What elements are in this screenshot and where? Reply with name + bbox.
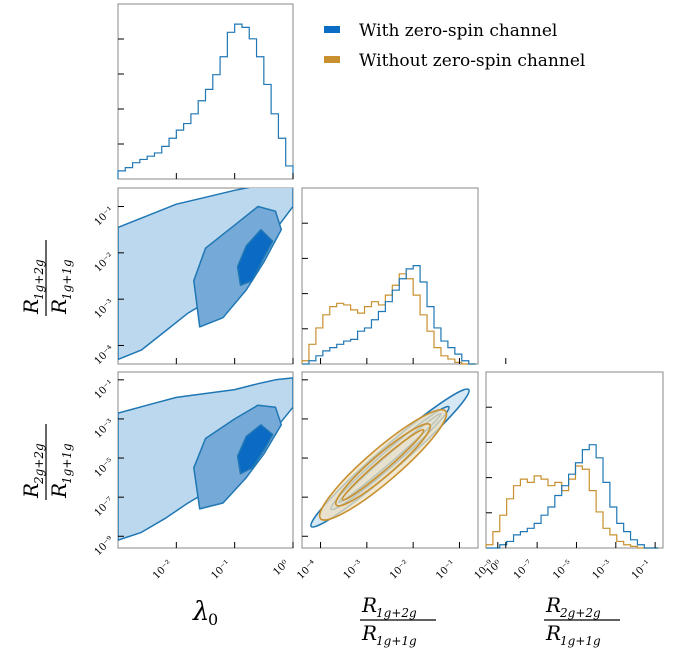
- ytick-label-R_1g2g: 10⁻¹: [93, 205, 116, 228]
- legend: With zero-spin channel Without zero-spin…: [324, 21, 585, 71]
- ytick-label-R_1g2g: 10⁻⁴: [93, 344, 116, 367]
- panel-r2g2g-hist: [485, 371, 664, 549]
- xlabel-r1g2g-den-sub: 1g+1g: [376, 634, 417, 648]
- xtick-label-lambda0: 10⁻¹: [209, 558, 232, 581]
- ylabel-r2g2g: R 2g+2g R 1g+1g: [19, 424, 74, 500]
- legend-label-without: Without zero-spin channel: [359, 51, 585, 71]
- ylabel-r1g2g-den-sub: 1g+1g: [60, 259, 74, 300]
- contour-inner: [236, 228, 274, 287]
- contour-inner: [236, 424, 274, 475]
- ellipse-without_zero_spin-1: [334, 423, 432, 507]
- xlabel-lambda0: λ 0: [192, 597, 218, 629]
- panel-r1g2g-hist: [301, 187, 479, 365]
- xlabel-lambda0-main: λ: [192, 597, 209, 627]
- xtick-label-lambda0: 10⁻²: [151, 558, 174, 581]
- xtick-label-R_1g2g: 10⁻³: [342, 558, 365, 581]
- ytick-label-R_1g2g: 10⁻²: [93, 251, 116, 274]
- contours-R_1g2g-R_2g2g: [310, 388, 470, 528]
- xtick-label-R_2g2g: 10⁻⁷: [512, 558, 535, 581]
- histogram-lambda0-with_zero_spin: [117, 23, 294, 179]
- histogram-R_2g2g-with_zero_spin: [486, 444, 659, 549]
- xlabel-r1g2g: R 1g+2g R 1g+1g: [360, 593, 436, 648]
- ylabel-r2g2g-den-sub: 1g+1g: [60, 443, 74, 484]
- xtick-label-R_1g2g: 10⁻¹: [434, 558, 457, 581]
- ellipse-without_zero_spin-0: [318, 408, 448, 521]
- ytick-label-R_2g2g: 10⁻⁷: [93, 495, 116, 518]
- xtick-label-R_2g2g: 10⁻¹: [630, 558, 653, 581]
- contours-lambda0-R_1g2g: [118, 188, 293, 361]
- histogram-R_1g2g-without_zero_spin: [301, 273, 476, 365]
- ylabel-r1g2g-den: R: [47, 299, 71, 315]
- histogram-R_2g2g-without_zero_spin: [485, 465, 659, 549]
- ytick-label-R_1g2g: 10⁻³: [93, 298, 116, 321]
- xlabel-r2g2g-num: R: [545, 593, 561, 617]
- histogram-R_1g2g-with_zero_spin: [302, 265, 476, 365]
- ytick-label-R_2g2g: 10⁻⁵: [93, 456, 116, 479]
- histogram-layer: [117, 23, 659, 549]
- xlabel-r2g2g-den: R: [545, 621, 561, 645]
- xtick-label-lambda0: 10⁰: [272, 558, 292, 578]
- ytick-label-R_2g2g: 10⁻¹: [93, 378, 116, 401]
- xlabel-r2g2g-num-sub: 2g+2g: [559, 606, 601, 620]
- ylabel-r1g2g-num: R: [19, 299, 43, 315]
- ylabel-r1g2g: R 1g+2g R 1g+1g: [19, 240, 74, 316]
- contour-layer: [118, 188, 470, 541]
- xlabel-r2g2g-den-sub: 1g+1g: [560, 634, 601, 648]
- legend-swatch-without: [324, 56, 340, 63]
- ylabel-r1g2g-num-sub: 1g+2g: [32, 259, 46, 300]
- contours-lambda0-R_2g2g: [118, 377, 293, 541]
- legend-label-with: With zero-spin channel: [359, 21, 557, 41]
- xlabel-r1g2g-den: R: [361, 621, 377, 645]
- panel-r2g2g-vs-r1g2g: [301, 371, 479, 549]
- ylabel-r2g2g-num-sub: 2g+2g: [32, 443, 46, 485]
- xlabel-lambda0-sub: 0: [208, 610, 218, 629]
- panel-lambda0-hist: [117, 3, 294, 180]
- xlabel-r2g2g: R 2g+2g R 1g+1g: [544, 593, 620, 648]
- ytick-label-R_2g2g: 10⁻⁹: [93, 535, 116, 558]
- xlabel-r1g2g-num: R: [361, 593, 377, 617]
- ellipse-without_zero_spin-2: [341, 428, 425, 501]
- legend-swatch-with: [324, 26, 340, 33]
- xtick-label-R_2g2g: 10⁻³: [591, 558, 614, 581]
- ylabel-r2g2g-num: R: [19, 483, 43, 499]
- xlabel-r1g2g-num-sub: 1g+2g: [376, 606, 417, 620]
- xtick-label-R_1g2g: 10⁻⁴: [295, 558, 318, 581]
- xtick-label-R_2g2g: 10⁻⁵: [551, 558, 574, 581]
- ytick-label-R_2g2g: 10⁻³: [93, 417, 116, 440]
- ylabel-r2g2g-den: R: [47, 483, 71, 499]
- xtick-label-R_1g2g: 10⁻²: [388, 558, 411, 581]
